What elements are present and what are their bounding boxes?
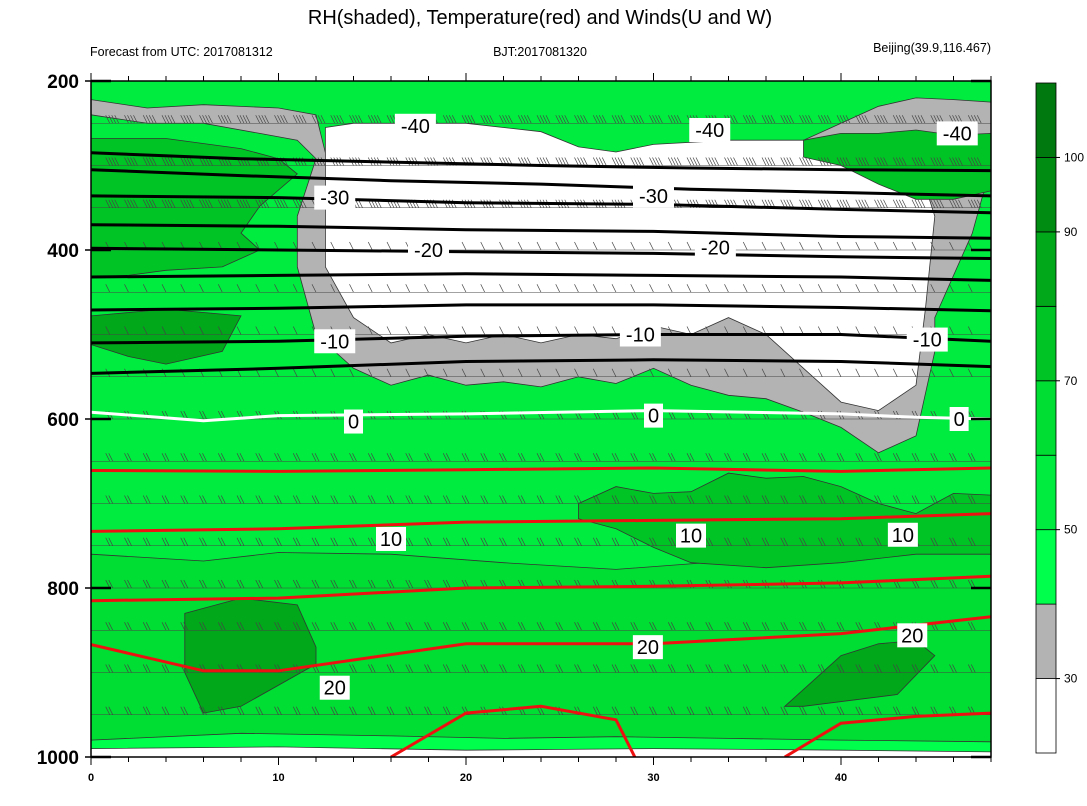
x-tick-label: 20 [460,772,472,784]
temp-label-0: -40 [394,113,436,138]
isotherm-11 [91,512,991,533]
temp-label-6: -20 [694,235,736,260]
temp-label-17: 20 [632,635,663,660]
x-tick-label: 30 [647,772,659,784]
wind-barb-row-0 [91,115,991,124]
temp-label-11: 0 [644,403,663,428]
isotherm-15 [784,711,991,757]
y-tick-label: 200 [47,72,79,93]
chart-title: RH(shaded), Temperature(red) and Winds(U… [308,7,772,29]
colorbar-tick-label: 30 [1064,672,1078,686]
wind-barb-row-13 [91,664,991,673]
temp-label-9: -10 [906,327,948,352]
isotherm-10 [91,466,991,473]
location-label: Beijing(39.9,116.467) [873,41,991,55]
temp-label-14: 10 [676,523,706,548]
temp-label-text: 10 [680,526,702,548]
temp-label-13: 10 [376,526,406,551]
isotherm-4 [91,246,991,260]
isotherm-13 [91,615,991,673]
temp-label-12: 0 [949,407,969,431]
colorbar-box [1035,678,1057,754]
wind-barb-row-10 [91,537,991,546]
temp-label-text: -40 [695,120,724,142]
temp-label-text: 10 [892,525,914,547]
rh-region-11 [91,746,991,757]
y-tick-label: 600 [47,410,79,431]
isotherm-0 [91,151,991,173]
x-tick-label: 0 [88,772,94,784]
temp-label-text: -10 [320,331,349,353]
temp-label-text: -20 [414,240,443,262]
rh-region-8 [783,639,936,707]
temp-label-2: -40 [936,121,978,146]
colorbar-box [1035,82,1057,158]
colorbar: 30 50 70 90 100 [1035,82,1084,754]
isotherm-5 [91,272,991,282]
colorbar-box [1035,231,1057,307]
temp-label-text: 10 [380,529,402,551]
isotherm-14 [390,704,637,757]
colorbar-tick-label: 70 [1064,374,1078,388]
temp-label-7: -10 [314,329,356,354]
colorbar-box [1035,380,1057,456]
isotherm-12 [91,574,991,603]
temp-label-text: -30 [320,188,349,210]
temp-label-text: 0 [954,409,965,431]
colorbar-tick-label: 100 [1064,150,1084,164]
temp-label-text: 0 [348,412,359,434]
plot-area [91,81,991,757]
x-tick-label: 40 [835,772,847,784]
isotherm-1 [91,168,991,198]
isotherm-6 [91,303,991,313]
temp-label-18: 20 [897,623,928,648]
temp-label-text: -10 [913,330,942,352]
temp-label-10: 0 [344,409,363,434]
colorbar-tick-label: 90 [1064,225,1078,239]
temperature-labels: -40 -40 -40 -30 -30 -20 -20 -10 -10 -10 0 0 0 10 10 10 2… [314,113,978,700]
temp-label-8: -10 [619,322,661,347]
temp-label-text: -40 [401,116,430,138]
temp-label-3: -30 [314,185,356,210]
temp-label-text: -10 [626,325,655,347]
temp-label-15: 10 [887,522,918,547]
isotherms [91,151,991,757]
wind-barb-row-4 [91,284,991,293]
temp-label-5: -20 [408,238,449,262]
y-tick-label: 1000 [37,748,79,769]
temp-label-text: 0 [648,406,659,428]
isotherm-2 [91,194,991,215]
isotherm-3 [91,223,991,240]
colorbar-box [1035,157,1057,233]
colorbar-box [1035,529,1057,605]
y-tick-label: 400 [47,241,79,262]
wind-barb-row-1 [91,157,991,166]
forecast-label: Forecast from UTC: 2017081312 [90,45,273,59]
temp-label-16: 20 [319,675,350,700]
isotherm-7 [91,333,991,345]
temp-label-1: -40 [689,118,731,143]
temp-label-text: 20 [901,625,923,647]
temp-label-4: -30 [633,183,674,208]
rh-region-3 [324,122,936,412]
isotherm-9 [91,409,991,423]
temp-label-text: 20 [324,678,346,700]
bjt-label: BJT:2017081320 [493,45,587,59]
temp-label-text: -40 [943,123,972,145]
temp-label-text: -20 [701,237,730,259]
wind-barb-row-8 [91,453,991,462]
y-tick-label: 800 [47,579,79,600]
colorbar-box [1035,603,1057,679]
temp-label-text: -30 [639,186,668,208]
wind-barb-row-9 [91,495,991,504]
temp-label-text: 20 [637,637,659,659]
colorbar-box [1035,305,1057,382]
colorbar-tick-label: 50 [1064,523,1078,537]
colorbar-box [1035,454,1057,531]
x-tick-label: 10 [272,772,284,784]
wind-barb-row-14 [91,706,991,715]
isotherm-8 [91,358,991,375]
